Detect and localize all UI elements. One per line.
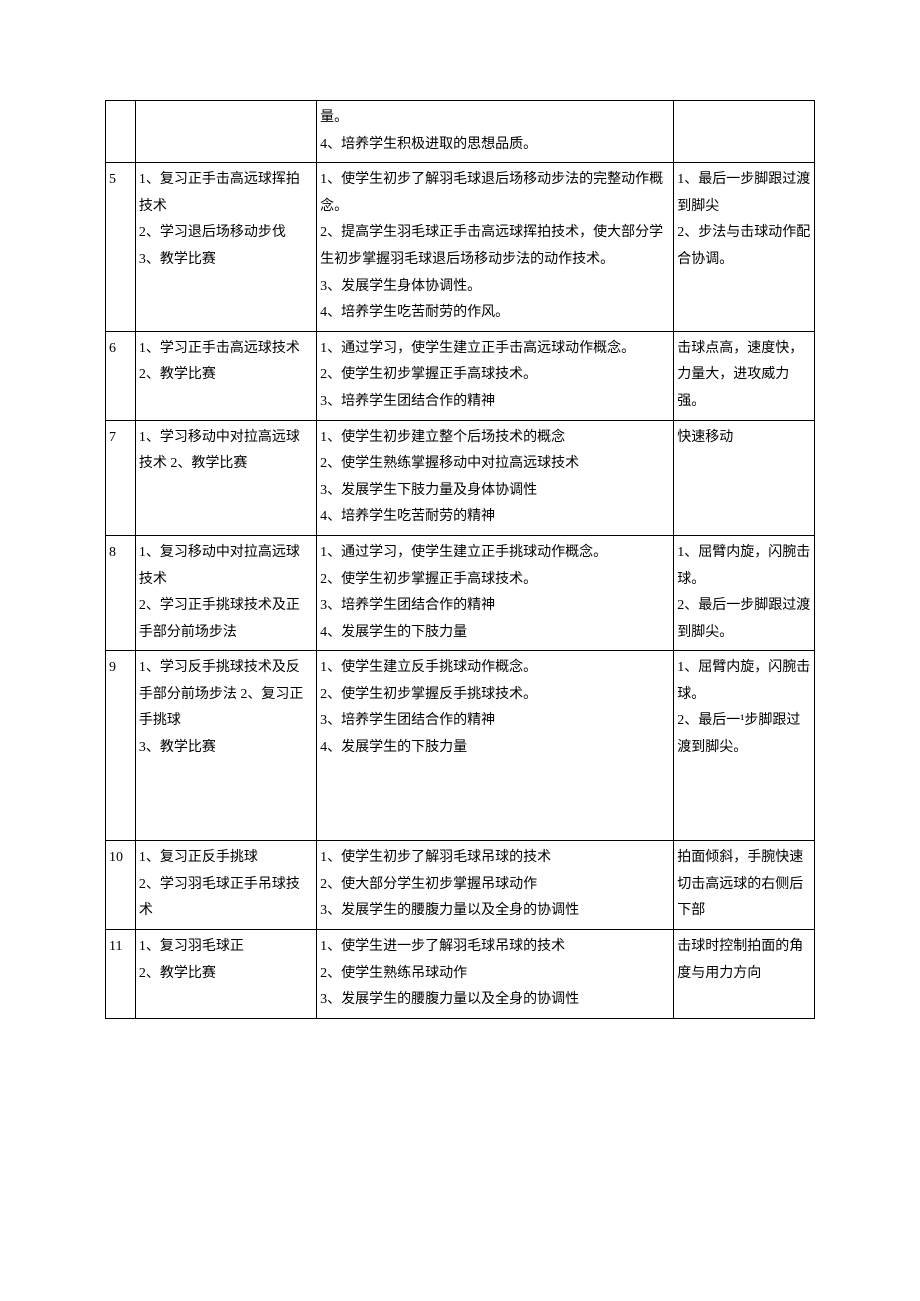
table-row: 7 1、学习移动中对拉高远球技术 2、教学比赛 1、使学生初步建立整个后场技术的… (106, 420, 815, 535)
cell-objective: 1、使学生初步了解羽毛球退后场移动步法的完整动作概念。2、提高学生羽毛球正手击高… (317, 163, 674, 332)
table-body: 量。4、培养学生积极进取的思想品质。 5 1、复习正手击高远球挥拍技术2、学习退… (106, 101, 815, 1019)
cell-content: 1、学习正手击高远球技术2、教学比赛 (135, 331, 316, 420)
cell-objective: 1、使学生进一步了解羽毛球吊球的技术2、使学生熟练吊球动作3、发展学生的腰腹力量… (317, 930, 674, 1019)
cell-num: 6 (106, 331, 136, 420)
cell-content: 1、复习羽毛球正2、教学比赛 (135, 930, 316, 1019)
cell-num: 5 (106, 163, 136, 332)
cell-content (135, 101, 316, 163)
cell-content: 1、学习移动中对拉高远球技术 2、教学比赛 (135, 420, 316, 535)
cell-key: 1、最后一步脚跟过渡到脚尖2、步法与击球动作配合协调。 (674, 163, 815, 332)
table-row: 10 1、复习正反手挑球2、学习羽毛球正手吊球技术 1、使学生初步了解羽毛球吊球… (106, 841, 815, 930)
cell-objective: 量。4、培养学生积极进取的思想品质。 (317, 101, 674, 163)
table-row: 5 1、复习正手击高远球挥拍技术2、学习退后场移动步伐3、教学比赛 1、使学生初… (106, 163, 815, 332)
table-row: 量。4、培养学生积极进取的思想品质。 (106, 101, 815, 163)
lesson-plan-table: 量。4、培养学生积极进取的思想品质。 5 1、复习正手击高远球挥拍技术2、学习退… (105, 100, 815, 1019)
cell-num: 9 (106, 651, 136, 841)
cell-objective: 1、使学生初步建立整个后场技术的概念2、使学生熟练掌握移动中对拉高远球技术3、发… (317, 420, 674, 535)
table-row: 6 1、学习正手击高远球技术2、教学比赛 1、通过学习，使学生建立正手击高远球动… (106, 331, 815, 420)
cell-objective: 1、通过学习，使学生建立正手挑球动作概念。2、使学生初步掌握正手高球技术。3、培… (317, 535, 674, 650)
table-row: 11 1、复习羽毛球正2、教学比赛 1、使学生进一步了解羽毛球吊球的技术2、使学… (106, 930, 815, 1019)
cell-content: 1、复习正手击高远球挥拍技术2、学习退后场移动步伐3、教学比赛 (135, 163, 316, 332)
cell-objective: 1、通过学习，使学生建立正手击高远球动作概念。2、使学生初步掌握正手高球技术。3… (317, 331, 674, 420)
cell-key: 1、屈臂内旋，闪腕击球。2、最后一步脚跟过渡到脚尖。 (674, 535, 815, 650)
cell-key: 1、屈臂内旋，闪腕击球。2、最后一¹步脚跟过渡到脚尖。 (674, 651, 815, 841)
cell-content: 1、复习移动中对拉高远球技术2、学习正手挑球技术及正手部分前场步法 (135, 535, 316, 650)
cell-num: 7 (106, 420, 136, 535)
cell-key: 快速移动 (674, 420, 815, 535)
cell-content: 1、学习反手挑球技术及反手部分前场步法 2、复习正手挑球3、教学比赛 (135, 651, 316, 841)
cell-content: 1、复习正反手挑球2、学习羽毛球正手吊球技术 (135, 841, 316, 930)
cell-num: 8 (106, 535, 136, 650)
table-row: 9 1、学习反手挑球技术及反手部分前场步法 2、复习正手挑球3、教学比赛 1、使… (106, 651, 815, 841)
cell-key (674, 101, 815, 163)
cell-objective: 1、使学生建立反手挑球动作概念。2、使学生初步掌握反手挑球技术。3、培养学生团结… (317, 651, 674, 841)
cell-key: 拍面倾斜，手腕快速切击高远球的右侧后下部 (674, 841, 815, 930)
table-row: 8 1、复习移动中对拉高远球技术2、学习正手挑球技术及正手部分前场步法 1、通过… (106, 535, 815, 650)
cell-key: 击球时控制拍面的角度与用力方向 (674, 930, 815, 1019)
cell-num (106, 101, 136, 163)
cell-num: 10 (106, 841, 136, 930)
cell-num: 11 (106, 930, 136, 1019)
cell-key: 击球点高，速度快，力量大，进攻威力强。 (674, 331, 815, 420)
cell-objective: 1、使学生初步了解羽毛球吊球的技术2、使大部分学生初步掌握吊球动作3、发展学生的… (317, 841, 674, 930)
